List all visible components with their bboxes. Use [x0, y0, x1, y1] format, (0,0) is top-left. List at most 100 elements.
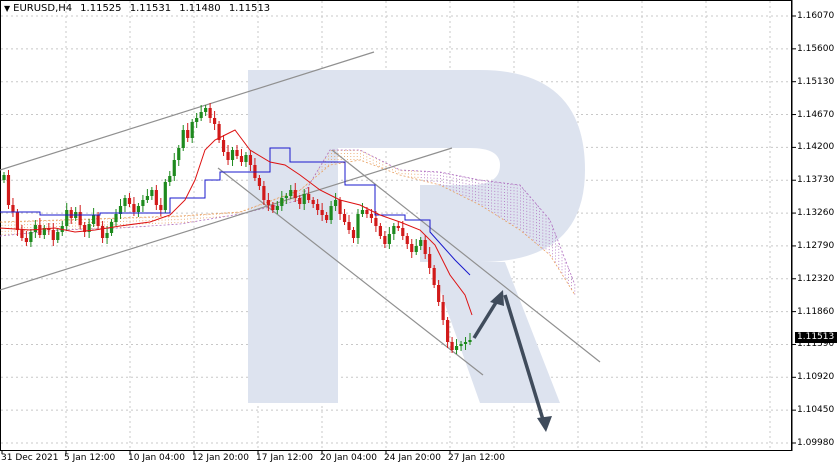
candle-body: [293, 190, 297, 198]
candle-body: [298, 198, 302, 204]
price-axis-label: 1.11860: [797, 306, 835, 317]
candle-body: [244, 155, 248, 162]
time-axis-label: 10 Jan 04:00: [128, 453, 185, 463]
candle-body: [69, 210, 73, 218]
candle-body: [392, 226, 396, 234]
high-value: 1.11531: [129, 3, 172, 14]
candle-body: [248, 155, 253, 165]
candle-body: [47, 228, 51, 230]
candle-body: [410, 244, 414, 252]
candle-body: [186, 130, 190, 138]
candle-body: [51, 230, 55, 240]
price-axis-label: 1.12790: [797, 240, 835, 251]
candle-body: [56, 232, 60, 240]
price-axis-label: 1.09980: [797, 438, 835, 448]
price-axis-label: 1.14670: [797, 109, 835, 120]
candle-body: [432, 268, 436, 285]
price-axis-label: 1.15600: [797, 43, 835, 54]
price-axis-label: 1.10920: [797, 372, 835, 383]
candle-body: [360, 210, 365, 214]
candle-body: [280, 198, 284, 206]
candle-body: [24, 238, 29, 242]
candle-body: [338, 200, 342, 214]
candle-body: [123, 198, 127, 206]
candle-body: [141, 200, 145, 206]
price-axis-label: 1.10450: [797, 405, 835, 416]
tenkan-sen-line: [0, 129, 473, 316]
candle-body: [405, 236, 409, 244]
candle-body: [195, 118, 199, 122]
candle-body: [217, 124, 221, 140]
close-value: 1.11513: [228, 3, 271, 14]
candle-body: [441, 302, 445, 320]
candle-body: [127, 198, 132, 204]
candle-body: [199, 112, 203, 118]
candle-body: [266, 200, 270, 205]
time-axis-label: 20 Jan 04:00: [320, 453, 377, 463]
forecast-arrows: [472, 290, 552, 432]
candle-body: [383, 236, 387, 244]
channel-trendline: [0, 147, 453, 291]
candle-body: [302, 194, 306, 204]
candle-body: [437, 285, 441, 302]
senkou-span-b: [0, 149, 576, 286]
candle-body: [132, 204, 136, 212]
candle-body: [78, 212, 82, 225]
candle-body: [307, 194, 311, 200]
candle-body: [262, 186, 266, 200]
chart-header: ▼ EURUSD,H4 1.11525 1.11531 1.11480 1.11…: [4, 3, 270, 14]
candle-body: [365, 210, 369, 214]
time-axis-label: 12 Jan 20:00: [192, 453, 249, 463]
candle-body: [369, 214, 374, 218]
candle-body: [83, 225, 87, 232]
candle-body: [325, 215, 329, 220]
time-axis-label: 17 Jan 12:00: [256, 453, 313, 463]
candle-body: [419, 240, 423, 246]
candle-body: [163, 182, 167, 210]
candle-body: [145, 196, 149, 200]
candle-body: [11, 205, 15, 212]
forecast-arrow-up-head: [490, 290, 504, 306]
candle-body: [235, 150, 239, 156]
time-axis-label: 24 Jan 20:00: [384, 453, 441, 463]
open-value: 1.11525: [80, 3, 122, 14]
channel-trendline: [331, 149, 601, 363]
current-price-tag: 1.11513: [795, 332, 837, 343]
candle-body: [378, 226, 382, 236]
candle-body: [96, 215, 100, 226]
candle-body: [289, 190, 293, 196]
indicator-lines: [0, 129, 473, 316]
channel-trendline: [0, 51, 375, 171]
candle-body: [168, 176, 172, 182]
chart-frame: [0, 0, 792, 451]
forecast-arrow-down-head: [537, 416, 552, 432]
candle-body: [445, 320, 450, 342]
ichimoku-cloud: [0, 149, 576, 296]
candle-body: [221, 140, 226, 152]
candle-body: [230, 150, 235, 160]
candle-body: [208, 108, 212, 118]
time-axis-label: 27 Jan 12:00: [448, 453, 505, 463]
price-axis-label: 1.14200: [797, 142, 835, 153]
candle-body: [87, 224, 91, 232]
candle-body: [204, 108, 208, 112]
candle-body: [33, 225, 37, 232]
candle-body: [284, 196, 288, 198]
time-axis-label: 5 Jan 12:00: [64, 453, 116, 463]
candle-body: [239, 156, 244, 162]
candle-body: [428, 254, 432, 268]
low-value: 1.11480: [179, 3, 221, 14]
candle-body: [20, 230, 24, 238]
candle-body: [271, 205, 275, 210]
candle-body: [65, 210, 69, 226]
kijun-sen-line: [0, 147, 471, 276]
candle-body: [154, 190, 158, 205]
price-axis-label: 1.11390: [797, 339, 835, 350]
dropdown-triangle-icon[interactable]: ▼: [4, 4, 11, 13]
candle-body: [356, 214, 360, 238]
price-axis-label: 1.15130: [797, 76, 835, 87]
candle-body: [387, 234, 391, 244]
candle-body: [347, 222, 351, 230]
